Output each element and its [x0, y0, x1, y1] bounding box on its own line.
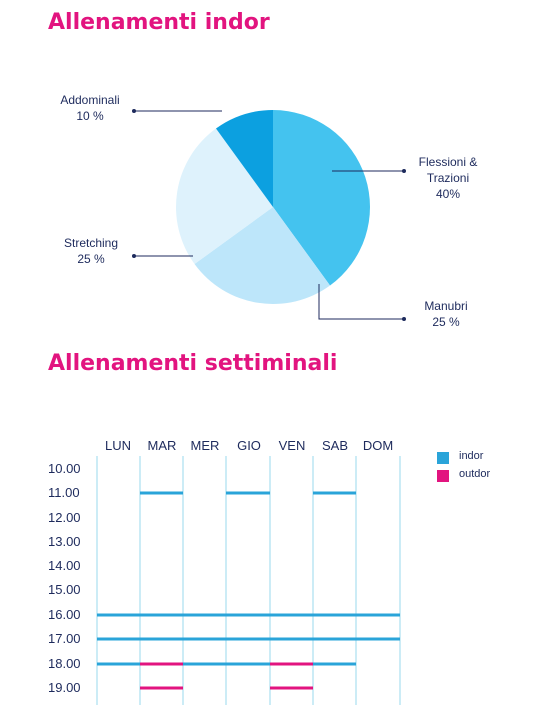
hour-label-18: 18.00: [48, 656, 81, 671]
day-label-mar: MAR: [147, 438, 177, 453]
label-manubri-name: Manubri: [424, 299, 468, 313]
schedule-grid: [96, 456, 401, 705]
hour-label-12: 12.00: [48, 510, 81, 525]
label-manubri: Manubri 25 %: [416, 298, 476, 330]
hour-label-13: 13.00: [48, 534, 81, 549]
leader-line-manubri: [318, 284, 404, 320]
legend-label-outdor: outdor: [459, 468, 491, 480]
hour-label-19: 19.00: [48, 680, 81, 695]
hour-label-11: 11.00: [48, 485, 80, 500]
label-flessioni-trazioni: Flessioni & Trazioni 40%: [408, 154, 488, 202]
day-label-mer: MER: [190, 438, 220, 453]
label-flessioni-name: Flessioni & Trazioni: [418, 155, 478, 185]
legend-label-indor: indor: [459, 450, 484, 462]
leader-line-flessioni-dot: [402, 169, 406, 173]
label-stretching-name: Stretching: [63, 236, 119, 250]
label-addominali-name: Addominali: [60, 93, 120, 107]
pie-slice-addominali: [215, 110, 273, 207]
day-label-ven: VEN: [278, 438, 306, 453]
hour-label-14: 14.00: [48, 558, 81, 573]
legend-swatch-indor: [437, 452, 449, 464]
leader-line-manubri-dot: [402, 317, 406, 321]
label-stretching: Stretching 25 %: [56, 235, 126, 267]
label-manubri-value: 25 %: [432, 315, 460, 329]
leader-line-addominali-dot: [132, 109, 136, 113]
day-label-lun: LUN: [104, 438, 131, 453]
hour-label-17: 17.00: [48, 631, 81, 646]
day-label-sab: SAB: [321, 438, 348, 453]
label-addominali: Addominali 10 %: [50, 92, 130, 124]
pie-slice-manubri: [194, 207, 331, 304]
pie-slice-stretching: [176, 128, 273, 265]
hour-label-10: 10.00: [48, 461, 81, 476]
label-flessioni-value: 40%: [435, 187, 461, 201]
label-addominali-value: 10 %: [76, 109, 104, 123]
schedule-title: Allenamenti settiminali: [48, 351, 338, 376]
pie-slice-flessioni-trazioni: [273, 110, 370, 286]
legend-swatch-outdor: [437, 470, 449, 482]
leader-line-stretching-dot: [132, 254, 136, 258]
day-label-gio: GIO: [237, 438, 261, 453]
day-label-dom: DOM: [362, 438, 394, 453]
pie-chart-title: Allenamenti indor: [48, 10, 270, 35]
pie-chart: [132, 109, 406, 321]
label-stretching-value: 25 %: [77, 252, 105, 266]
hour-label-15: 15.00: [48, 582, 81, 597]
hour-label-16: 16.00: [48, 607, 81, 622]
